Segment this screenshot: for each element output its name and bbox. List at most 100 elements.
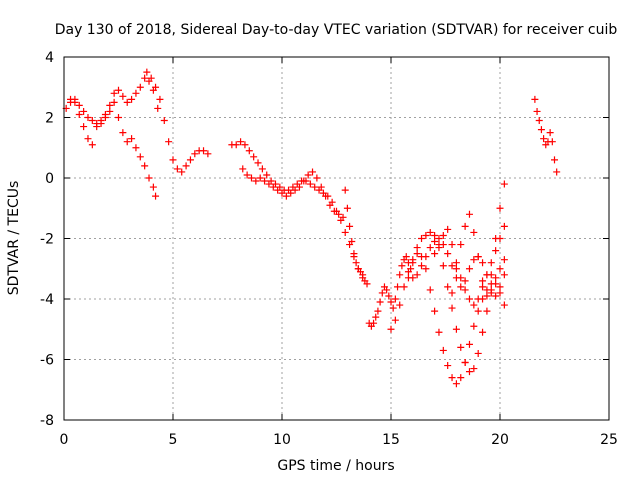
data-point — [119, 129, 127, 137]
x-tick-label: 10 — [273, 432, 291, 448]
data-point — [492, 247, 500, 255]
data-point — [444, 362, 452, 370]
data-point — [322, 192, 330, 200]
data-point — [452, 259, 460, 267]
data-point — [553, 168, 561, 176]
data-point — [191, 150, 199, 158]
x-tick-label: 0 — [60, 432, 69, 448]
data-point — [535, 117, 543, 125]
data-point — [106, 101, 114, 109]
data-point — [474, 307, 482, 315]
data-point — [413, 244, 421, 252]
data-point — [531, 95, 539, 103]
data-point — [479, 259, 487, 267]
data-point — [461, 359, 469, 367]
series-arc-5 — [239, 165, 347, 221]
data-point — [500, 256, 508, 264]
data-point — [88, 141, 96, 149]
series-arc-2 — [67, 95, 160, 200]
data-point — [376, 298, 384, 306]
data-point — [452, 325, 460, 333]
data-point — [300, 177, 308, 185]
x-tick-label: 5 — [169, 432, 178, 448]
data-point — [252, 177, 260, 185]
data-point — [339, 213, 347, 221]
data-point — [422, 253, 430, 261]
data-point — [540, 135, 548, 143]
data-point — [431, 231, 439, 239]
data-point — [483, 292, 491, 300]
data-point — [348, 238, 356, 246]
data-point — [474, 253, 482, 261]
data-point — [378, 289, 386, 297]
data-point — [470, 322, 478, 330]
data-point — [465, 340, 473, 348]
data-point — [269, 183, 277, 191]
data-point — [487, 259, 495, 267]
x-tick-label: 25 — [600, 432, 618, 448]
data-point — [492, 235, 500, 242]
data-point — [492, 292, 500, 300]
data-point — [372, 313, 380, 321]
data-point — [341, 228, 349, 236]
data-point — [110, 89, 118, 97]
data-point — [418, 262, 426, 270]
data-point — [145, 174, 153, 182]
data-point — [551, 156, 558, 164]
data-point — [258, 165, 266, 173]
data-point — [487, 271, 495, 279]
data-point — [444, 283, 452, 291]
data-point — [470, 228, 478, 236]
y-tick-label: -6 — [40, 353, 54, 369]
data-point — [341, 186, 349, 194]
data-point — [143, 68, 151, 76]
data-point — [402, 253, 410, 261]
series-arc-13 — [531, 95, 561, 176]
data-point — [67, 95, 75, 103]
data-point — [274, 186, 282, 194]
data-point — [492, 280, 500, 288]
data-point — [200, 147, 208, 155]
data-point — [389, 304, 397, 312]
data-point — [500, 180, 508, 188]
data-point — [350, 250, 358, 258]
series-arc-8 — [387, 250, 508, 388]
data-point — [245, 147, 253, 155]
data-point — [291, 186, 299, 194]
data-point — [465, 265, 473, 273]
data-point — [84, 135, 92, 143]
data-point — [136, 153, 144, 161]
data-point — [370, 319, 378, 327]
data-point — [385, 292, 393, 300]
data-point — [306, 180, 314, 188]
data-point — [136, 83, 144, 91]
grid — [64, 57, 609, 420]
data-point — [404, 274, 412, 282]
y-axis-label: SDTVAR / TECUs — [6, 181, 22, 296]
data-point — [160, 117, 168, 125]
data-point — [398, 262, 406, 270]
data-point — [265, 180, 273, 188]
data-point — [282, 192, 290, 200]
data-point — [452, 265, 460, 273]
data-point — [75, 110, 83, 118]
chart-title: Day 130 of 2018, Sidereal Day-to-day VTE… — [55, 22, 618, 38]
data-point — [147, 74, 155, 82]
data-point — [448, 262, 456, 270]
data-point — [330, 207, 338, 215]
data-point — [483, 307, 491, 315]
data-point — [439, 346, 447, 354]
data-point — [243, 171, 251, 179]
data-point — [128, 95, 136, 103]
data-point — [452, 380, 460, 388]
data-point — [204, 150, 212, 158]
data-point — [239, 165, 247, 173]
data-point — [374, 307, 382, 315]
data-point — [97, 120, 105, 128]
data-point — [71, 98, 79, 106]
data-point — [152, 192, 160, 200]
data-point — [232, 141, 240, 149]
y-tick-label: 2 — [45, 111, 54, 127]
data-point — [352, 259, 360, 267]
data-point — [361, 277, 369, 285]
